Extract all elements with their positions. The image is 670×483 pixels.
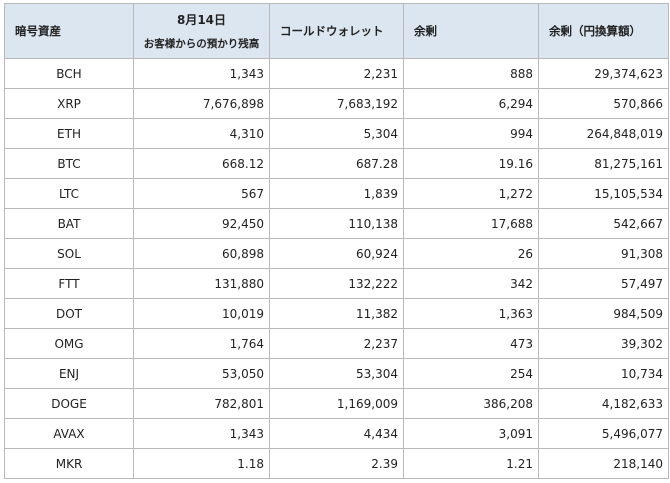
table-row: OMG 1,764 2,237 473 39,302 (4, 328, 669, 359)
table-body: BCH 1,343 2,231 888 29,374,623 XRP 7,676,898 7,… (4, 58, 669, 479)
cell-cold-wallet: 1,169,009 (269, 388, 404, 419)
cell-surplus: 26 (403, 238, 539, 269)
cell-cold-wallet: 687.28 (269, 148, 404, 179)
cell-asset: OMG (4, 328, 134, 359)
cell-surplus: 1.21 (403, 448, 539, 479)
cell-deposits: 4,310 (133, 118, 270, 149)
header-date: 8月14日 (176, 13, 227, 27)
cell-deposits: 131,880 (133, 268, 270, 299)
cell-cold-wallet: 53,304 (269, 358, 404, 389)
table-row: FTT 131,880 132,222 342 57,497 (4, 268, 669, 299)
cell-surplus-jpy: 218,140 (538, 448, 669, 479)
cell-cold-wallet: 7,683,192 (269, 88, 404, 119)
reserve-table: 暗号資産 8月14日 お客様からの預かり残高 コールドウォレット 余剰 余剰（円… (4, 3, 669, 479)
table-row: ETH 4,310 5,304 994 264,848,019 (4, 118, 669, 149)
cell-asset: BTC (4, 148, 134, 179)
cell-surplus: 473 (403, 328, 539, 359)
cell-surplus-jpy: 15,105,534 (538, 178, 669, 209)
cell-cold-wallet: 1,839 (269, 178, 404, 209)
table-row: SOL 60,898 60,924 26 91,308 (4, 238, 669, 269)
cell-deposits: 782,801 (133, 388, 270, 419)
cell-surplus: 386,208 (403, 388, 539, 419)
cell-cold-wallet: 132,222 (269, 268, 404, 299)
cell-surplus-jpy: 542,667 (538, 208, 669, 239)
cell-asset: AVAX (4, 418, 134, 449)
cell-surplus-jpy: 984,509 (538, 298, 669, 329)
cell-deposits: 53,050 (133, 358, 270, 389)
cell-surplus: 1,272 (403, 178, 539, 209)
cell-surplus-jpy: 4,182,633 (538, 388, 669, 419)
cell-asset: DOT (4, 298, 134, 329)
table-header: 暗号資産 8月14日 お客様からの預かり残高 コールドウォレット 余剰 余剰（円… (4, 3, 669, 59)
cell-asset: ETH (4, 118, 134, 149)
header-cold-wallet: コールドウォレット (269, 3, 404, 59)
cell-surplus: 342 (403, 268, 539, 299)
cell-deposits: 7,676,898 (133, 88, 270, 119)
cell-surplus-jpy: 10,734 (538, 358, 669, 389)
cell-surplus-jpy: 5,496,077 (538, 418, 669, 449)
cell-asset: FTT (4, 268, 134, 299)
cell-asset: XRP (4, 88, 134, 119)
cell-deposits: 1.18 (133, 448, 270, 479)
header-deposits: 8月14日 お客様からの預かり残高 (133, 3, 270, 59)
cell-surplus-jpy: 264,848,019 (538, 118, 669, 149)
cell-surplus: 1,363 (403, 298, 539, 329)
table-row: MKR 1.18 2.39 1.21 218,140 (4, 448, 669, 479)
cell-cold-wallet: 11,382 (269, 298, 404, 329)
cell-asset: BAT (4, 208, 134, 239)
reserve-table-container: 暗号資産 8月14日 お客様からの預かり残高 コールドウォレット 余剰 余剰（円… (4, 3, 669, 479)
cell-surplus-jpy: 81,275,161 (538, 148, 669, 179)
cell-deposits: 567 (133, 178, 270, 209)
cell-surplus: 17,688 (403, 208, 539, 239)
cell-surplus: 888 (403, 58, 539, 89)
table-row: DOT 10,019 11,382 1,363 984,509 (4, 298, 669, 329)
table-row: BAT 92,450 110,138 17,688 542,667 (4, 208, 669, 239)
cell-deposits: 1,764 (133, 328, 270, 359)
cell-cold-wallet: 2,237 (269, 328, 404, 359)
table-row: AVAX 1,343 4,434 3,091 5,496,077 (4, 418, 669, 449)
cell-surplus-jpy: 57,497 (538, 268, 669, 299)
table-row: DOGE 782,801 1,169,009 386,208 4,182,633 (4, 388, 669, 419)
cell-deposits: 60,898 (133, 238, 270, 269)
table-row: BTC 668.12 687.28 19.16 81,275,161 (4, 148, 669, 179)
cell-asset: ENJ (4, 358, 134, 389)
cell-asset: DOGE (4, 388, 134, 419)
cell-asset: MKR (4, 448, 134, 479)
cell-deposits: 1,343 (133, 418, 270, 449)
cell-surplus-jpy: 91,308 (538, 238, 669, 269)
cell-cold-wallet: 110,138 (269, 208, 404, 239)
cell-surplus: 3,091 (403, 418, 539, 449)
table-row: LTC 567 1,839 1,272 15,105,534 (4, 178, 669, 209)
header-asset: 暗号資産 (4, 3, 134, 59)
header-surplus-jpy: 余剰（円換算額） (538, 3, 669, 59)
table-row: XRP 7,676,898 7,683,192 6,294 570,866 (4, 88, 669, 119)
cell-surplus: 6,294 (403, 88, 539, 119)
table-row: BCH 1,343 2,231 888 29,374,623 (4, 58, 669, 89)
cell-asset: LTC (4, 178, 134, 209)
cell-cold-wallet: 4,434 (269, 418, 404, 449)
cell-asset: SOL (4, 238, 134, 269)
cell-cold-wallet: 60,924 (269, 238, 404, 269)
cell-asset: BCH (4, 58, 134, 89)
cell-surplus: 254 (403, 358, 539, 389)
header-row: 暗号資産 8月14日 お客様からの預かり残高 コールドウォレット 余剰 余剰（円… (4, 3, 669, 59)
cell-surplus-jpy: 29,374,623 (538, 58, 669, 89)
table-row: ENJ 53,050 53,304 254 10,734 (4, 358, 669, 389)
cell-surplus-jpy: 39,302 (538, 328, 669, 359)
cell-deposits: 10,019 (133, 298, 270, 329)
cell-cold-wallet: 5,304 (269, 118, 404, 149)
header-surplus: 余剰 (403, 3, 539, 59)
cell-cold-wallet: 2,231 (269, 58, 404, 89)
cell-cold-wallet: 2.39 (269, 448, 404, 479)
cell-surplus: 19.16 (403, 148, 539, 179)
cell-deposits: 1,343 (133, 58, 270, 89)
header-deposits-label: お客様からの預かり残高 (143, 38, 260, 50)
cell-deposits: 668.12 (133, 148, 270, 179)
cell-surplus: 994 (403, 118, 539, 149)
cell-surplus-jpy: 570,866 (538, 88, 669, 119)
cell-deposits: 92,450 (133, 208, 270, 239)
